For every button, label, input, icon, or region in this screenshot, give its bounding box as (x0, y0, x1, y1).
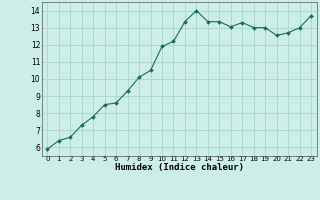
X-axis label: Humidex (Indice chaleur): Humidex (Indice chaleur) (115, 163, 244, 172)
